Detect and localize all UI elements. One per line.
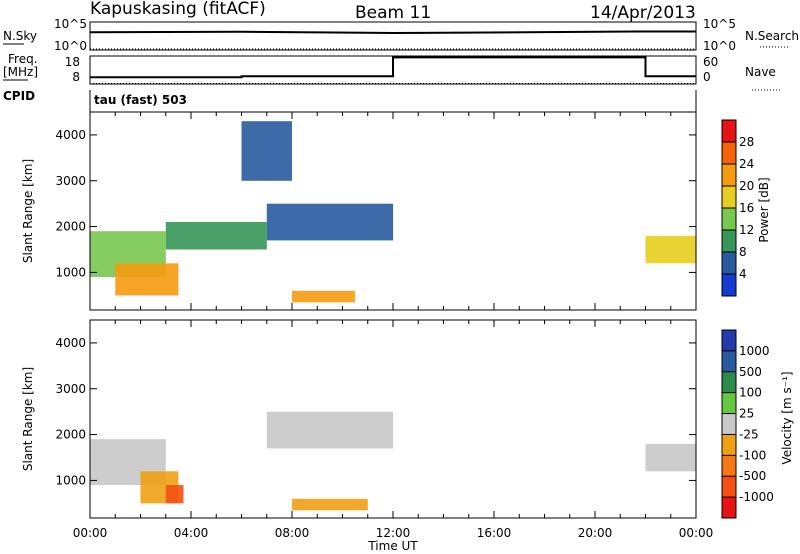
colorbar-swatch: [722, 142, 736, 164]
power-axes: 1000 2000 3000 4000: [55, 112, 697, 310]
nsearch-tick-max: 10^5: [703, 17, 736, 31]
echo-region-2: [165, 222, 267, 250]
echo-region-3: [266, 203, 394, 241]
colorbar-tick-label: 1000: [739, 344, 770, 358]
x-tick-label: 20:00: [578, 526, 613, 540]
colorbar-swatch: [722, 164, 736, 186]
velocity-colorbar: 1000 500 100 25 -25 -100 -500 -1000: [721, 329, 774, 519]
colorbar-swatch: [722, 120, 736, 142]
velocity-axes: 1000 2000 3000 4000: [55, 320, 697, 518]
echo-region-3: [266, 411, 394, 449]
freq-tick-max: 18: [65, 55, 80, 69]
colorbar-tick-label: 12: [739, 223, 754, 237]
y-tick-label: 3000: [55, 174, 86, 188]
colorbar-tick-label: -100: [739, 448, 766, 462]
freq-series-line: [90, 56, 696, 79]
velocity-y-axis-label: Slant Range [km]: [21, 367, 35, 471]
nsky-label: N.Sky: [3, 29, 37, 43]
colorbar-swatch: [722, 434, 736, 456]
y-tick-label: 1000: [55, 265, 86, 279]
echo-region-5: [645, 443, 696, 472]
x-tick-label: 12:00: [376, 526, 411, 540]
freq-unit: [MHz]: [3, 65, 38, 79]
echo-region-5: [645, 235, 696, 264]
power-colorbar-label: Power [dB]: [757, 177, 771, 242]
echo-region-4: [292, 290, 356, 303]
power-data-layer: [90, 121, 696, 303]
nsearch-tick-min: 10^0: [703, 39, 736, 53]
colorbar-tick-label: -500: [739, 469, 766, 483]
colorbar-tick-label: 28: [739, 135, 754, 149]
echo-region-4: [292, 498, 368, 511]
colorbar-swatch: [722, 208, 736, 230]
x-tick-label: 16:00: [477, 526, 512, 540]
y-tick-label: 4000: [55, 128, 86, 142]
y-tick-label: 3000: [55, 382, 86, 396]
colorbar-frame: [721, 329, 737, 519]
colorbar-swatch: [722, 230, 736, 252]
colorbar-swatch: [722, 274, 736, 296]
y-tick-label: 2000: [55, 428, 86, 442]
nsky-series-line: [89, 30, 696, 35]
nsky-tick-max: 10^5: [54, 17, 87, 31]
nave-tick-max: 60: [703, 55, 718, 69]
y-tick-label: 4000: [55, 336, 86, 350]
colorbar-swatch: [722, 497, 736, 518]
colorbar-tick-label: -25: [739, 427, 759, 441]
time-axis-tick-labels: 00:00 04:00 08:00 12:00 16:00 20:00 00:00: [73, 526, 714, 540]
x-tick-label: 08:00: [275, 526, 310, 540]
colorbar-tick-label: 100: [739, 386, 762, 400]
freq-panel: Freq. [MHz] 18 8 60 0 Nave CPID: [3, 52, 782, 103]
colorbar-swatch: [722, 413, 736, 435]
colorbar-tick-label: -1000: [739, 490, 774, 504]
beam-title: Beam 11: [355, 3, 431, 23]
colorbar-tick-label: 20: [739, 179, 754, 193]
nave-label: Nave: [745, 65, 776, 79]
colorbar-tick-label: 8: [739, 245, 747, 259]
velocity-panel: 1000 2000 3000 4000 Slant Range [km]: [21, 319, 697, 519]
cpid-panel: tau (fast) 503: [89, 90, 697, 112]
power-panel: 1000 2000 3000 4000 Slant Range [km]: [21, 111, 697, 311]
colorbar-swatch: [722, 392, 736, 414]
x-tick-label: 04:00: [174, 526, 209, 540]
cpid-value: tau (fast) 503: [94, 93, 187, 107]
colorbar-swatch: [722, 252, 736, 274]
time-axis-label: Time UT: [367, 539, 418, 553]
colorbar-tick-label: 500: [739, 365, 762, 379]
colorbar-swatch: [722, 455, 736, 477]
date-title: 14/Apr/2013: [590, 3, 696, 23]
power-y-axis-label: Slant Range [km]: [21, 159, 35, 263]
x-tick-label: 00:00: [73, 526, 108, 540]
power-colorbar: 28 24 20 16 12 8 4: [721, 119, 754, 297]
colorbar-swatch: [722, 350, 736, 372]
velocity-colorbar-label: Velocity [m s⁻¹]: [780, 371, 794, 464]
velocity-data-layer: [90, 411, 696, 511]
colorbar-tick-label: 16: [739, 201, 754, 215]
x-tick-label: 00:00: [679, 526, 714, 540]
cpid-label: CPID: [3, 89, 35, 103]
colorbar-swatch: [722, 476, 736, 498]
y-tick-label: 1000: [55, 473, 86, 487]
echo-region-6: [241, 121, 292, 181]
colorbar-tick-label: 4: [739, 267, 747, 281]
nsearch-label: N.Search: [745, 29, 799, 43]
freq-label: Freq.: [8, 52, 38, 66]
echo-region-1: [115, 263, 179, 296]
nsky-tick-min: 10^0: [54, 39, 87, 53]
colorbar-swatch: [722, 371, 736, 393]
nave-tick-min: 0: [703, 70, 711, 84]
colorbar-swatch: [722, 186, 736, 208]
nsky-panel: N.Sky 10^5 10^0 10^5 10^0 N.Search: [3, 17, 799, 53]
colorbar-swatch: [722, 330, 736, 351]
colorbar-tick-label: 24: [739, 157, 754, 171]
y-tick-label: 2000: [55, 220, 86, 234]
freq-tick-min: 8: [72, 70, 80, 84]
nsky-frame: [89, 21, 697, 51]
colorbar-tick-label: 25: [739, 407, 754, 421]
echo-region-2: [165, 485, 184, 504]
station-title: Kapuskasing (fitACF): [90, 0, 266, 19]
